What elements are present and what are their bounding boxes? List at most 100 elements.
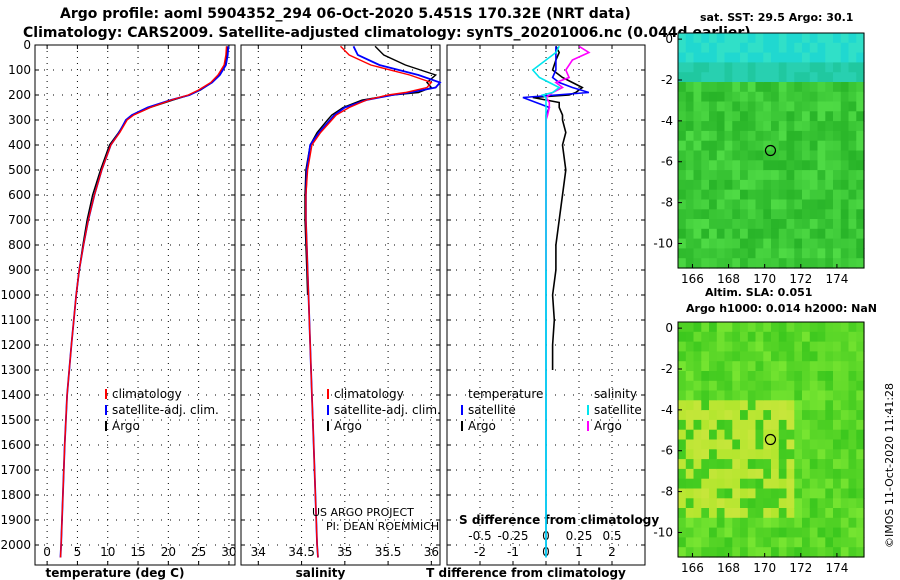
map-cell [856,42,865,54]
map-cell [856,517,865,529]
map-cell [833,130,842,142]
map-cell [709,111,718,122]
map-cell [794,419,803,431]
difference-panel: -2 -1 0 1 2T difference from climatology [426,44,646,580]
map-cell [685,361,695,372]
map-cell [794,219,803,230]
map-cell [771,52,780,63]
map-cell [747,478,757,490]
map-cell [778,121,788,132]
map-cell [794,209,803,220]
map-cell [771,400,780,411]
map-cell [833,322,842,333]
map-cell [848,439,857,450]
map-cell [802,459,811,470]
map-cell [809,130,819,142]
map-cell [716,258,726,269]
map-cell [732,219,741,230]
map-cell [848,91,857,103]
map-cell [685,82,695,93]
map-cell [856,361,865,372]
map-cell [778,130,788,142]
map-cell [817,150,826,161]
depth-tick-label: 900 [8,263,31,277]
map-cell [833,527,842,538]
map-cell [678,228,687,240]
map-cell [771,429,780,441]
map-cell [848,419,857,431]
map-cell [763,439,772,450]
map-cell [732,419,741,431]
map-cell [732,62,741,73]
map-cell [840,341,850,352]
map-cell [778,111,788,122]
map-cell [755,429,764,441]
map-cell [840,527,850,538]
map-cell [701,419,710,431]
map-cell [848,468,857,480]
map-cell [755,390,764,401]
map-cell [701,72,710,83]
map-cell [740,371,749,382]
map-cell [794,42,803,54]
map-cell [740,488,749,499]
map-cell [724,82,733,93]
map-cell [701,111,710,122]
map-cell [794,52,803,63]
map-cell [771,238,780,249]
map-y-tick-label: -6 [661,155,673,169]
map-cell [763,390,772,401]
map-cell [856,189,865,201]
map-cell [856,351,865,362]
map-cell [693,219,702,230]
depth-tick-label: 200 [8,88,31,102]
map-cell [786,429,795,441]
map-cell [771,439,780,450]
map-cell [755,361,764,372]
map-cell [771,547,780,558]
map-cell [802,351,811,362]
map-cell [802,209,811,220]
map-cell [809,209,819,220]
map-cell [771,150,780,161]
map-cell [825,400,834,411]
map-cell [833,341,842,352]
map-cell [701,170,710,181]
map-cell [825,228,834,240]
map-cell [724,410,733,421]
map-cell [709,468,718,480]
map-cell [786,380,795,392]
map-cell [833,400,842,411]
figure-title-line1: Argo profile: aoml 5904352_294 06-Oct-20… [60,6,631,22]
map-cell [709,179,718,191]
map-cell [732,459,741,470]
x-tick-label: -2 [474,545,486,559]
map-cell [794,459,803,470]
map-cell [740,150,749,161]
map-cell [771,322,780,333]
map-cell [693,130,702,142]
map-cell [856,121,865,132]
map-cell [809,478,819,490]
map-cell [716,121,726,132]
map-cell [856,52,865,63]
map-cell [794,400,803,411]
map-cell [747,42,757,54]
map-cell [802,468,811,480]
map-cell [825,547,834,558]
map-cell [856,33,865,44]
map-cell [809,170,819,181]
map-cell [747,111,757,122]
map-cell [771,537,780,548]
map-cell [678,517,687,529]
map-cell [817,82,826,93]
map-cell [709,248,718,259]
map-cell [724,209,733,220]
map-cell [740,322,749,333]
map-cell [732,410,741,421]
map-cell [802,82,811,93]
map-cell [825,91,834,103]
map-cell [833,390,842,401]
map-cell [809,498,819,509]
map-cell [678,72,687,83]
